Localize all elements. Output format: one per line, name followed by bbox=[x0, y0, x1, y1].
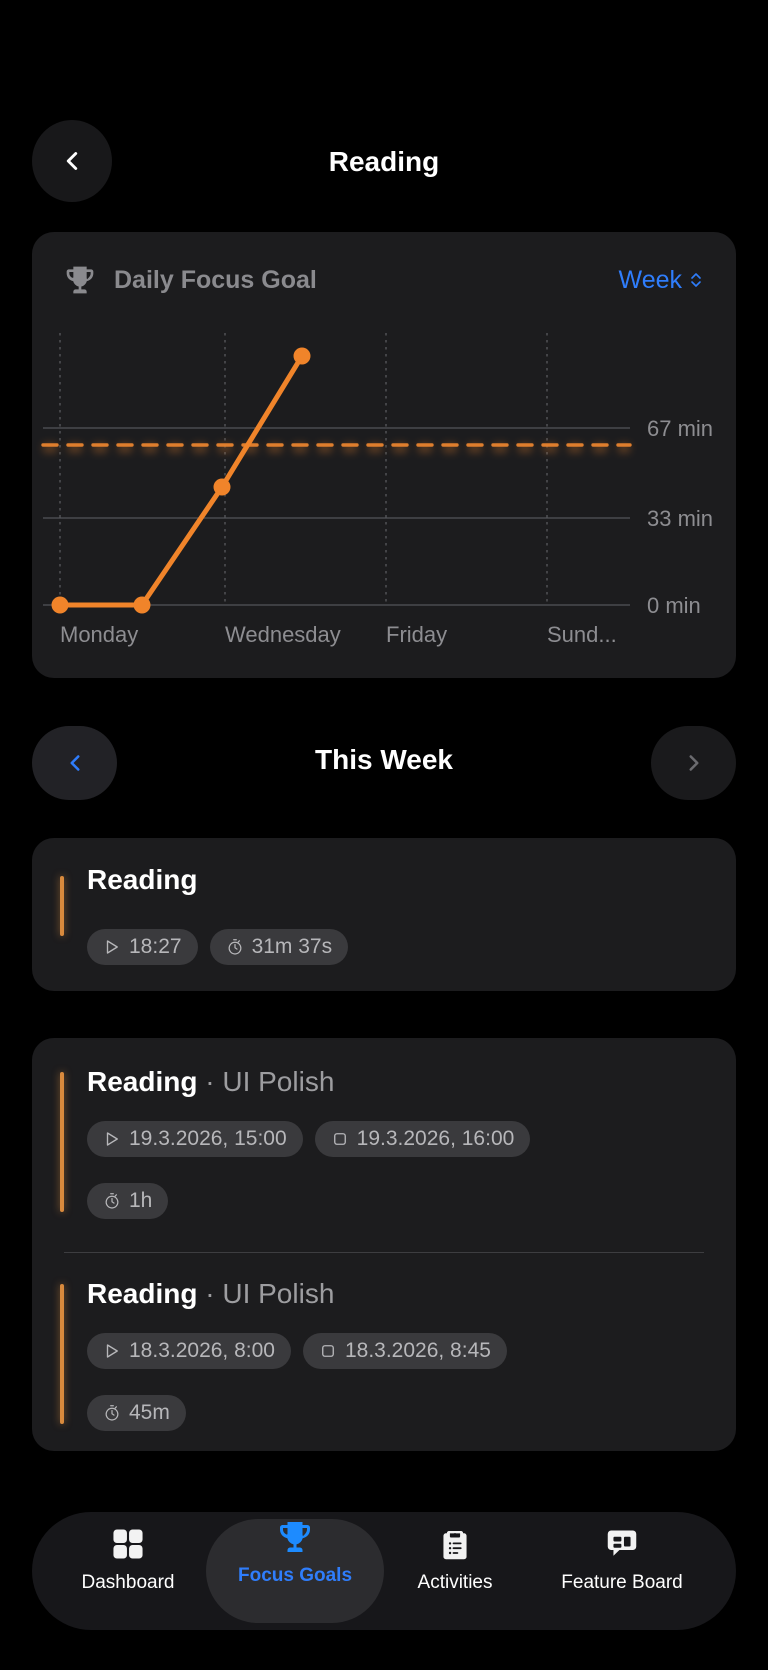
svg-text:67 min: 67 min bbox=[647, 416, 713, 441]
svg-text:Sund...: Sund... bbox=[547, 622, 617, 647]
svg-text:Monday: Monday bbox=[60, 622, 138, 647]
svg-text:Friday: Friday bbox=[386, 622, 447, 647]
svg-text:0 min: 0 min bbox=[647, 593, 701, 618]
svg-text:33 min: 33 min bbox=[647, 506, 713, 531]
svg-text:Wednesday: Wednesday bbox=[225, 622, 341, 647]
